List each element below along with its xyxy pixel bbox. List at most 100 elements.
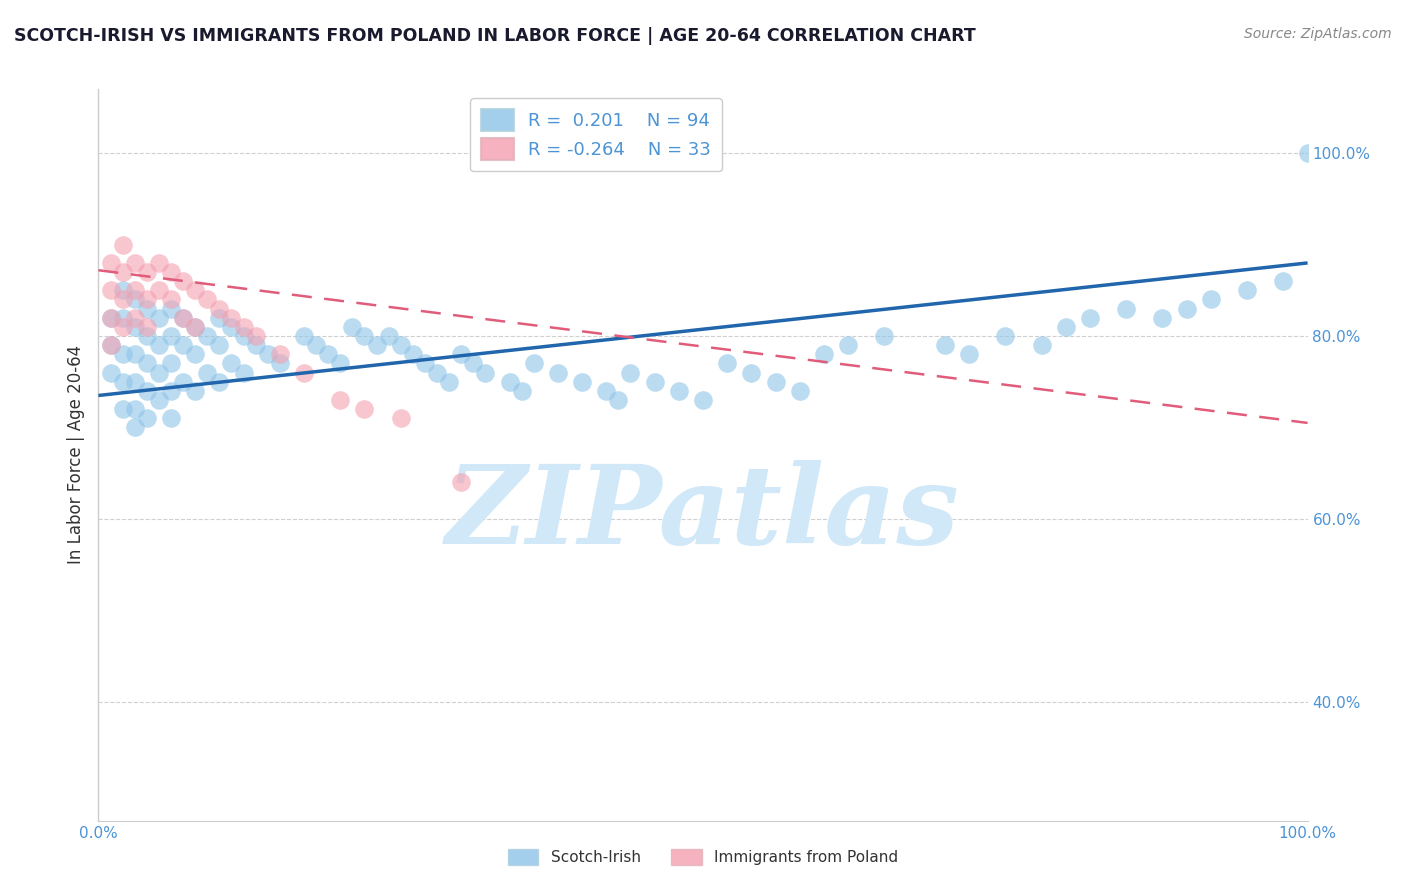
Legend: Scotch-Irish, Immigrants from Poland: Scotch-Irish, Immigrants from Poland — [502, 843, 904, 871]
Point — [184, 320, 207, 334]
Point — [716, 356, 738, 371]
Point — [195, 293, 218, 307]
Point — [208, 338, 231, 352]
Point — [221, 310, 243, 325]
Point — [305, 338, 328, 352]
Point — [1078, 310, 1101, 325]
Point — [208, 301, 231, 316]
Point — [100, 284, 122, 298]
Point — [292, 329, 315, 343]
Point — [160, 301, 183, 316]
Point — [232, 329, 254, 343]
Point — [547, 366, 569, 380]
Point — [111, 237, 134, 252]
Point — [1296, 146, 1319, 161]
Point — [124, 256, 146, 270]
Point — [1054, 320, 1077, 334]
Point — [765, 375, 787, 389]
Text: Source: ZipAtlas.com: Source: ZipAtlas.com — [1244, 27, 1392, 41]
Point — [389, 338, 412, 352]
Point — [160, 384, 183, 398]
Point — [498, 375, 520, 389]
Point — [160, 293, 183, 307]
Point — [148, 284, 170, 298]
Point — [269, 347, 291, 361]
Point — [100, 338, 122, 352]
Point — [873, 329, 896, 343]
Point — [135, 301, 157, 316]
Point — [135, 356, 157, 371]
Point — [100, 310, 122, 325]
Point — [135, 411, 157, 425]
Point — [124, 310, 146, 325]
Point — [221, 320, 243, 334]
Point — [184, 320, 207, 334]
Point — [957, 347, 980, 361]
Point — [366, 338, 388, 352]
Point — [463, 356, 485, 371]
Point — [1272, 274, 1295, 288]
Point — [1115, 301, 1137, 316]
Point — [124, 284, 146, 298]
Point — [160, 265, 183, 279]
Point — [160, 411, 183, 425]
Point — [316, 347, 339, 361]
Point — [619, 366, 641, 380]
Point — [124, 293, 146, 307]
Point — [148, 256, 170, 270]
Point — [111, 347, 134, 361]
Point — [124, 402, 146, 417]
Point — [100, 366, 122, 380]
Point — [111, 310, 134, 325]
Point — [184, 384, 207, 398]
Point — [256, 347, 278, 361]
Point — [789, 384, 811, 398]
Point — [111, 293, 134, 307]
Point — [510, 384, 533, 398]
Point — [100, 338, 122, 352]
Point — [329, 356, 352, 371]
Point — [208, 310, 231, 325]
Point — [1236, 284, 1258, 298]
Point — [1152, 310, 1174, 325]
Point — [195, 366, 218, 380]
Point — [111, 284, 134, 298]
Point — [668, 384, 690, 398]
Point — [692, 392, 714, 407]
Point — [160, 329, 183, 343]
Point — [148, 338, 170, 352]
Point — [523, 356, 546, 371]
Point — [111, 320, 134, 334]
Point — [172, 338, 194, 352]
Point — [292, 366, 315, 380]
Point — [813, 347, 835, 361]
Point — [135, 320, 157, 334]
Point — [160, 356, 183, 371]
Point — [135, 293, 157, 307]
Point — [571, 375, 593, 389]
Point — [148, 310, 170, 325]
Point — [232, 366, 254, 380]
Point — [208, 375, 231, 389]
Text: ZIPatlas: ZIPatlas — [446, 459, 960, 567]
Point — [195, 329, 218, 343]
Point — [148, 392, 170, 407]
Point — [245, 338, 267, 352]
Point — [1031, 338, 1053, 352]
Point — [135, 265, 157, 279]
Point — [100, 310, 122, 325]
Point — [172, 274, 194, 288]
Point — [644, 375, 666, 389]
Point — [934, 338, 956, 352]
Point — [135, 329, 157, 343]
Point — [413, 356, 436, 371]
Point — [232, 320, 254, 334]
Point — [184, 347, 207, 361]
Point — [377, 329, 399, 343]
Point — [184, 284, 207, 298]
Point — [595, 384, 617, 398]
Point — [111, 402, 134, 417]
Point — [342, 320, 364, 334]
Point — [402, 347, 425, 361]
Point — [437, 375, 460, 389]
